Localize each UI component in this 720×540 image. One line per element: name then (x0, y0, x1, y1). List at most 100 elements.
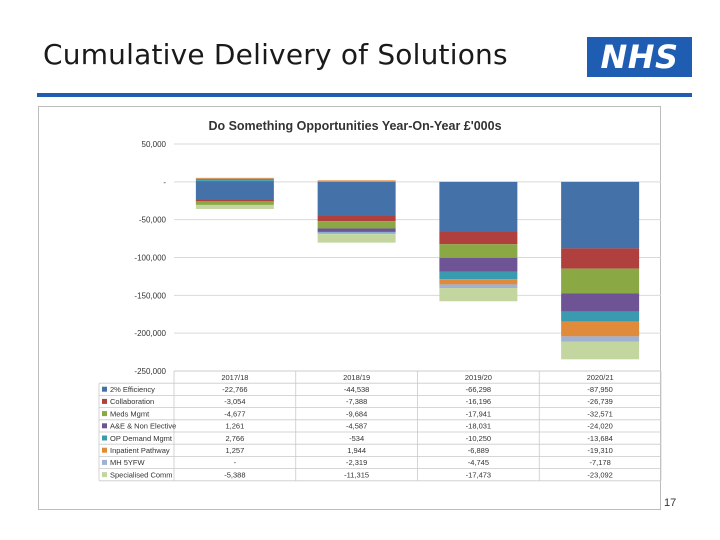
x-category-label: 2017/18 (221, 373, 248, 382)
bar-segment (317, 215, 396, 222)
bar-segment (317, 180, 396, 182)
data-label: 1,257 (225, 446, 244, 455)
data-label: 1,944 (347, 446, 366, 455)
y-tick-label: -150,000 (134, 291, 166, 300)
data-label: -11,315 (344, 470, 369, 479)
x-category-label: 2019/20 (465, 373, 492, 382)
bar-segment (439, 257, 518, 272)
bar-segment (195, 204, 274, 209)
legend-key (102, 398, 107, 404)
data-label: -3,054 (224, 397, 245, 406)
data-label: -16,196 (466, 397, 491, 406)
data-label: -4,677 (224, 409, 245, 418)
legend-key (102, 472, 107, 478)
bar-segment (561, 293, 640, 312)
legend-label: OP Demand Mgmt (110, 434, 173, 443)
data-label: -4,587 (346, 422, 367, 431)
bars (195, 177, 640, 360)
y-tick-label: -200,000 (134, 329, 166, 338)
bar-segment (561, 341, 640, 360)
bar-segment (195, 181, 274, 200)
data-label: -4,745 (468, 458, 489, 467)
bar-segment (439, 288, 518, 302)
legend-label: Collaboration (110, 397, 154, 406)
page-number: 17 (664, 497, 677, 509)
data-label: -23,092 (587, 470, 612, 479)
bar-segment (317, 221, 396, 229)
title-divider (37, 93, 692, 97)
bar-segment (317, 231, 396, 233)
bar-segment (195, 201, 274, 205)
bar-segment (561, 311, 640, 322)
bar-segment (561, 321, 640, 337)
bar-segment (561, 336, 640, 342)
data-label: -13,684 (587, 434, 612, 443)
data-table: 2017/18 2018/19 2019/20 2020/21 2% Efficienc… (98, 370, 662, 482)
legend-label: Inpatient Pathway (110, 446, 170, 455)
legend-key (102, 435, 107, 441)
x-category-label: 2020/21 (587, 373, 614, 382)
data-label: -66,298 (466, 385, 491, 394)
chart-svg: 50,000--50,000-100,000-150,000-200,000-2… (98, 119, 662, 482)
bar-segment (439, 244, 518, 258)
bar-segment (317, 234, 396, 243)
data-label: -24,020 (587, 422, 612, 431)
data-label: -17,941 (466, 409, 491, 418)
bar-segment (195, 178, 274, 181)
y-tick-label: -100,000 (134, 254, 166, 263)
legend-label: A&E & Non Elective (110, 422, 176, 431)
data-label: -6,889 (468, 446, 489, 455)
y-tick-label: 50,000 (142, 140, 167, 149)
data-label: -22,766 (222, 385, 247, 394)
bar-segment (561, 181, 640, 249)
bar-segment (439, 284, 518, 289)
data-label: 2,766 (225, 434, 244, 443)
bar-segment (439, 271, 518, 280)
data-label: -10,250 (466, 434, 491, 443)
chart-container: 50,000- -50,000 -100,000 -150,000 -200,000 -2… (38, 106, 662, 510)
y-axis-ticks: 50,000 - -50,000 -100,000 -150,000 -200,000 -2… (134, 140, 166, 376)
legend-key (102, 411, 107, 417)
legend-key (102, 423, 107, 429)
y-tick-label: - (163, 178, 166, 187)
legend-label: Meds Mgmt (110, 409, 150, 418)
data-label: -7,388 (346, 397, 367, 406)
data-label: -44,538 (344, 385, 369, 394)
bar-segment (195, 180, 274, 182)
bar-segment (195, 177, 274, 179)
bar-segment (195, 199, 274, 202)
bar-segment (317, 228, 396, 232)
x-category-label: 2018/19 (343, 373, 370, 382)
legend-label: Specialised Comm (110, 470, 173, 479)
data-label: -18,031 (466, 422, 491, 431)
legend-label: 2% Efficiency (110, 385, 155, 394)
data-label: 1,261 (225, 422, 244, 431)
data-label: -2,319 (346, 458, 367, 467)
chart-title: Do Something Opportunities Year-On-Year … (208, 119, 501, 133)
page-title: Cumulative Delivery of Solutions (43, 38, 508, 71)
data-label: -26,739 (587, 397, 612, 406)
nhs-logo: NHS (587, 37, 692, 77)
data-label: -19,310 (587, 446, 612, 455)
legend-label: MH 5YFW (110, 458, 146, 467)
data-label: -534 (349, 434, 364, 443)
bar-segment (317, 181, 396, 216)
legend-key (102, 447, 107, 453)
data-label: - (234, 458, 237, 467)
bar-segment (317, 232, 396, 235)
data-label: -9,684 (346, 409, 367, 418)
y-tick-label: -50,000 (139, 216, 167, 225)
data-label: -32,571 (587, 409, 612, 418)
legend-key (102, 459, 107, 465)
data-label: -7,178 (589, 458, 610, 467)
bar-segment (561, 248, 640, 269)
y-tick-label: -250,000 (134, 367, 166, 376)
bar-segment (439, 231, 518, 245)
data-label: -17,473 (466, 470, 491, 479)
data-label: -5,388 (224, 470, 245, 479)
bar-segment (439, 279, 518, 285)
legend-key (102, 386, 107, 392)
data-label: -87,950 (587, 385, 612, 394)
bar-segment (439, 181, 518, 232)
bar-segment (561, 268, 640, 294)
